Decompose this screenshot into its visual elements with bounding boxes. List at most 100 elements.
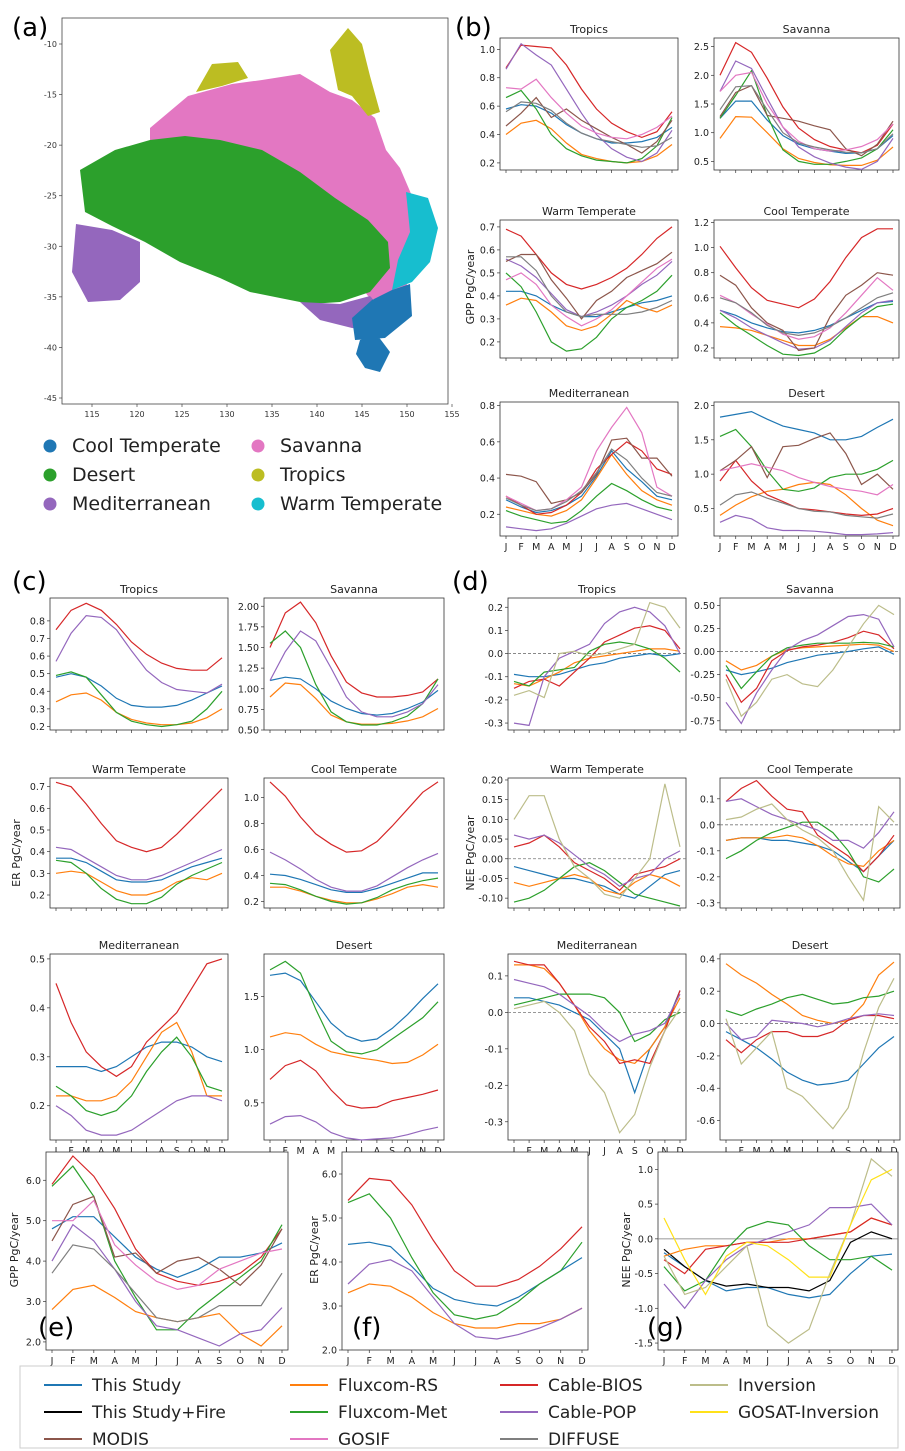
chart-title: Desert [788, 387, 825, 400]
x-tick-label: D [278, 1356, 285, 1367]
series-line [663, 1220, 893, 1292]
x-tick-label: S [843, 542, 849, 553]
series-line [663, 1217, 893, 1275]
x-tick-label: J [344, 1146, 348, 1157]
x-tick-label: J [587, 1146, 591, 1157]
x-tick-label: M [386, 1356, 394, 1367]
y-tick-label: 2.0 [26, 1337, 41, 1348]
chart-title: Desert [336, 939, 373, 952]
y-tick-label: -0.3 [484, 719, 503, 730]
chart-f: 2.0 3.0 4.0 5.0 6.0 J F M A M J J A S O N D [322, 1151, 589, 1367]
series-line [514, 964, 681, 1065]
map-legend: Cool Temperate Desert Mediterranean Savanna… [43, 435, 442, 515]
y-tick-label: 0.00 [694, 647, 715, 658]
map-x-tick-label: 125 [174, 410, 189, 419]
y-tick-label: 0.1 [700, 794, 715, 805]
series-line [505, 96, 673, 154]
y-tick-label: 2.00 [238, 602, 259, 613]
y-tick-label: 0.5 [694, 157, 709, 168]
chart-b4: Cool Temperate 0.2 0.4 0.6 0.8 1.0 1.2 [694, 205, 900, 361]
y-tick-label: 0.10 [482, 815, 503, 826]
x-tick-label: S [632, 1146, 638, 1157]
x-tick-label: N [419, 1146, 426, 1157]
legend-marker [43, 468, 57, 482]
y-tick-label: 1.0 [694, 243, 709, 254]
y-tick-label: 1.0 [694, 128, 709, 139]
series-line [513, 978, 681, 1043]
chart-b1: Tropics 0.2 0.4 0.6 0.8 1.0 [480, 23, 679, 173]
chart-title: Cool Temperate [767, 763, 853, 776]
series-line [513, 648, 681, 687]
x-tick-label: D [668, 542, 675, 553]
x-tick-label: O [236, 1356, 243, 1367]
x-tick-label: O [860, 1146, 867, 1157]
legend-frame [19, 1365, 899, 1449]
series-line [725, 834, 895, 868]
series-line [505, 258, 673, 318]
series-line [725, 821, 895, 883]
series-line [719, 410, 894, 441]
y-tick-label: 1.0 [694, 470, 709, 481]
y-tick-label: 0.2 [30, 1101, 45, 1112]
y-tick-label: 0.75 [238, 705, 259, 716]
plot-area [49, 953, 229, 1141]
x-tick-label: J [662, 1356, 666, 1367]
y-tick-label: -0.10 [478, 894, 503, 905]
y-tick-label: 0.2 [480, 158, 495, 169]
series-line [513, 641, 681, 687]
series-line [55, 870, 223, 896]
series-line [513, 652, 681, 678]
series-line [725, 613, 895, 725]
series-line [55, 958, 223, 1078]
series-line [347, 1177, 583, 1287]
y-tick-label: 1.5 [694, 435, 709, 446]
y-tick-label: 1.25 [238, 664, 259, 675]
x-tick-label: M [90, 1356, 98, 1367]
map-legend-label: Tropics [279, 464, 346, 486]
x-tick-label: M [532, 542, 540, 553]
plot-area [719, 777, 901, 909]
legend-label: Cable-POP [548, 1403, 636, 1423]
series-line [725, 803, 895, 902]
x-tick-label: M [327, 1146, 335, 1157]
y-tick-label: 0.25 [694, 624, 715, 635]
x-tick-label: F [518, 542, 523, 553]
x-tick-label: A [830, 1146, 837, 1157]
series-line [719, 514, 894, 536]
series-line [269, 972, 439, 1042]
x-tick-label: M [570, 1146, 578, 1157]
y-tick-label: 1.5 [694, 100, 709, 111]
series-line [269, 1059, 439, 1109]
y-tick-label: 0.2 [244, 897, 259, 908]
chart-title: Warm Temperate [542, 205, 636, 218]
y-tick-label: 0.2 [480, 510, 495, 521]
y-tick-label: 1.00 [238, 684, 259, 695]
plot-area [49, 597, 229, 731]
legend-label: MODIS [92, 1430, 149, 1450]
chart-title: Warm Temperate [550, 763, 644, 776]
y-tick-label: -0.50 [690, 693, 715, 704]
y-tick-label: -0.4 [696, 1084, 715, 1095]
series-line [55, 692, 223, 726]
y-tick-label: 0.8 [480, 73, 495, 84]
x-tick-label: O [638, 542, 645, 553]
x-tick-label: A [98, 1146, 105, 1157]
plot-area [719, 953, 901, 1141]
x-tick-label: D [578, 1356, 585, 1367]
chart-title: Cool Temperate [311, 763, 397, 776]
y-tick-label: -0.05 [478, 874, 503, 885]
x-tick-label: O [847, 1356, 854, 1367]
y-tick-label: 0.4 [30, 847, 45, 858]
series-line [513, 606, 681, 727]
chart-g: -1.5 -1.0 -0.5 0.0 0.5 1.0 J F M A M J J A S O N D [634, 1151, 899, 1367]
y-tick-label: 1.75 [238, 622, 259, 633]
series-line [513, 625, 681, 689]
y-tick-label: -0.1 [696, 846, 715, 857]
region-mediterranean [72, 224, 385, 330]
x-tick-label: N [258, 1356, 265, 1367]
chart-title: Mediterranean [557, 939, 637, 952]
y-tick-label: 0.4 [700, 954, 715, 965]
panel-label: (f) [352, 1313, 381, 1343]
